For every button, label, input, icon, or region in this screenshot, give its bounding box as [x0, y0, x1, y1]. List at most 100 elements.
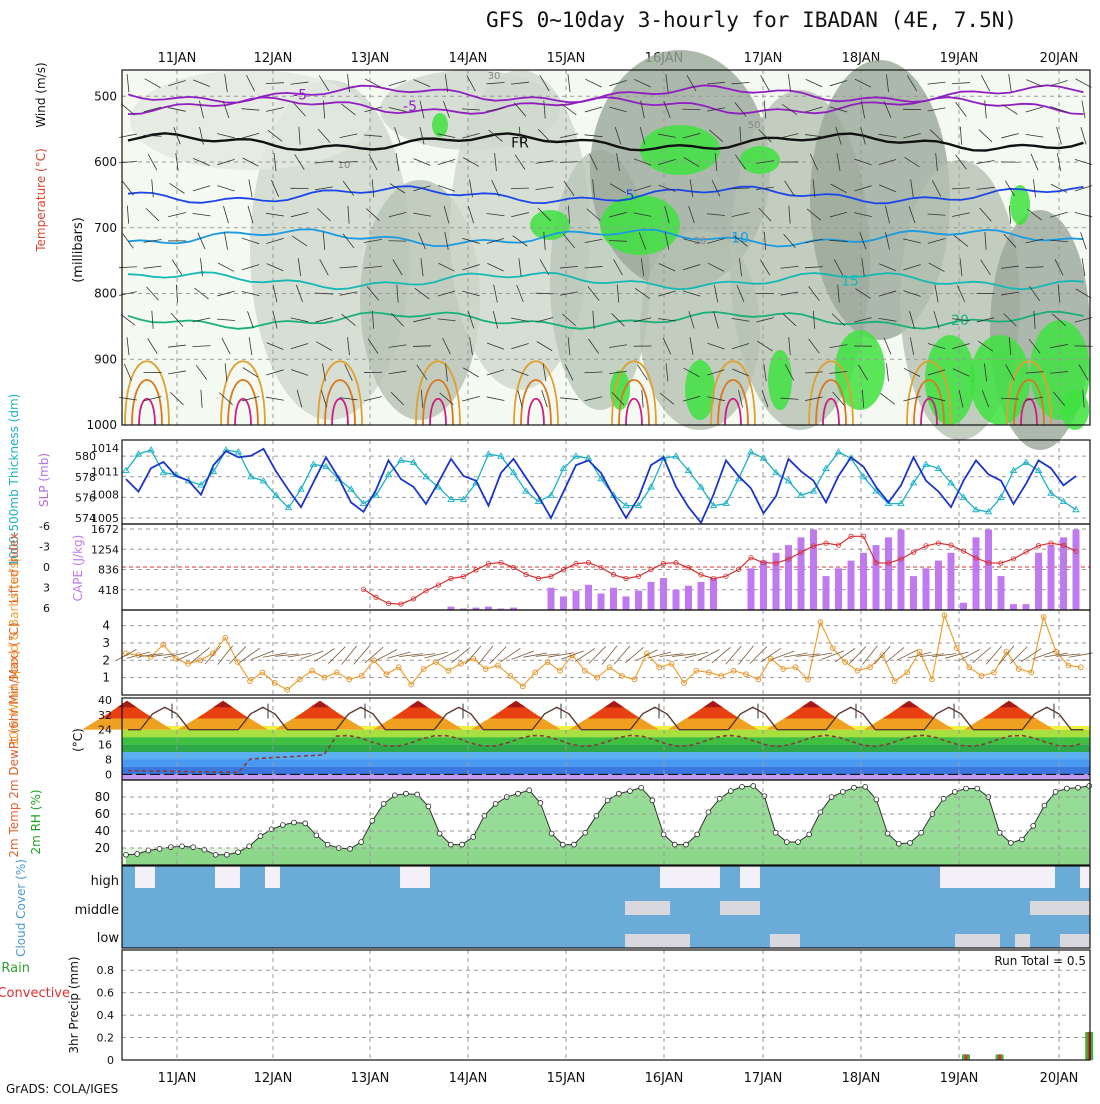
- cape-bar: [898, 530, 905, 610]
- cloud-low-bar: [770, 934, 800, 948]
- cloud-high-bar: [215, 866, 240, 888]
- rh-marker: [952, 790, 957, 795]
- date-label-bottom: 14JAN: [449, 1071, 488, 1086]
- wind-barb-10m: [602, 646, 617, 665]
- rh-high-shading: [432, 113, 448, 137]
- cloud-high-bar: [660, 866, 720, 888]
- rh-marker: [740, 784, 745, 789]
- rh-marker: [381, 801, 386, 806]
- cape-bar: [1073, 530, 1080, 610]
- rh-marker: [224, 852, 229, 857]
- cape-bar: [948, 553, 955, 610]
- rh-marker: [527, 788, 532, 793]
- li-line: [364, 536, 1077, 604]
- date-label-bottom: 11JAN: [158, 1071, 197, 1086]
- rh-marker: [1031, 824, 1036, 829]
- rh-marker: [896, 841, 901, 846]
- wind-barb-10m: [205, 646, 221, 664]
- rh-marker: [852, 785, 857, 790]
- rh-marker: [964, 786, 969, 791]
- temp-color-band: [122, 752, 1090, 759]
- wind-tick-label: 2: [102, 653, 110, 667]
- rh-marker: [460, 842, 465, 847]
- temp-color-band: [122, 737, 1090, 744]
- rh-marker: [348, 846, 353, 851]
- rh-marker: [314, 833, 319, 838]
- wind-barb-10m: [589, 647, 606, 664]
- rh-marker: [280, 823, 285, 828]
- cloud-level-label: high: [91, 874, 119, 889]
- wind-barb-10m: [712, 647, 730, 662]
- temp-max-area: [801, 701, 821, 708]
- cape-bar: [610, 588, 617, 610]
- cloud-middle-bar: [625, 901, 670, 915]
- rh-marker: [572, 842, 577, 847]
- rh-marker: [1042, 803, 1047, 808]
- wind-barb-10m: [1021, 649, 1041, 662]
- rh-marker: [975, 786, 980, 791]
- cloud-low-bar: [955, 934, 1000, 948]
- cape-bar: [1035, 553, 1042, 610]
- cape-bar: [585, 585, 592, 610]
- cape-bar: [698, 582, 705, 610]
- cape-bar: [923, 568, 930, 610]
- cape-bar: [873, 545, 880, 610]
- cloud-axis-label: Cloud Cover (%): [14, 859, 28, 957]
- date-label-bottom: 17JAN: [744, 1071, 783, 1086]
- rh-marker: [650, 798, 655, 803]
- rh-marker: [191, 845, 196, 850]
- rh-high-shading: [1061, 390, 1089, 430]
- cape-bar: [1023, 604, 1030, 610]
- wind-barb-10m: [1069, 653, 1093, 657]
- cape-bar: [573, 591, 580, 610]
- cape-bar: [560, 596, 567, 610]
- rh-marker: [325, 842, 330, 847]
- rh-marker: [605, 798, 610, 803]
- cape-bar: [785, 545, 792, 610]
- cape-bar: [635, 591, 642, 610]
- rh-marker: [908, 841, 913, 846]
- slp-tick-label: 1014: [91, 442, 119, 455]
- wind-barb-10m: [465, 646, 481, 664]
- rh-marker: [695, 832, 700, 837]
- rh-marker: [684, 842, 689, 847]
- cape-axis-label: CAPE (J/kg): [71, 535, 85, 602]
- rh-marker: [728, 789, 733, 794]
- slp-tick-label: 1011: [91, 465, 119, 478]
- cape-bar: [623, 596, 630, 610]
- isotherm-label: -5: [403, 99, 417, 115]
- rh-marker: [1064, 786, 1069, 791]
- wind-barb-10m: [875, 646, 891, 664]
- rh-high-shading: [740, 146, 780, 174]
- rh-contour-label: 30: [694, 236, 707, 247]
- cloud-middle-bar: [720, 901, 760, 915]
- cloud-high-bar: [940, 866, 1055, 888]
- wind-tick-label: 3: [102, 636, 110, 650]
- precip-tick-label: 0.2: [97, 1032, 115, 1045]
- slp-axis-label: SLP (mb): [37, 453, 51, 507]
- wind-barb-10m: [726, 646, 742, 664]
- date-label-bottom: 15JAN: [547, 1071, 586, 1086]
- cape-bar: [798, 537, 805, 610]
- isotherm-label: 15: [841, 273, 859, 289]
- li-tick-label: -6: [39, 520, 50, 533]
- rh-marker: [1076, 785, 1081, 790]
- rh-tick-label: 80: [95, 790, 110, 804]
- date-label-bottom: 18JAN: [842, 1071, 881, 1086]
- cape-bar: [710, 578, 717, 610]
- wind-barb-10m: [575, 648, 595, 661]
- temp-max-area: [899, 701, 919, 708]
- pressure-tick-label: 600: [94, 155, 117, 169]
- temp-tick-label: 16: [98, 739, 112, 752]
- panel-frame: [122, 950, 1090, 1060]
- cloud-low-bar: [1015, 934, 1030, 948]
- rh-marker: [616, 791, 621, 796]
- run-total-label: Run Total = 0.5: [994, 954, 1086, 968]
- rh-marker: [370, 818, 375, 823]
- rh-marker: [516, 791, 521, 796]
- rh-marker: [1020, 837, 1025, 842]
- cape-bar: [648, 582, 655, 610]
- rh-shading: [130, 70, 370, 170]
- cloud-middle-bar: [1030, 901, 1090, 915]
- rh-marker: [639, 785, 644, 790]
